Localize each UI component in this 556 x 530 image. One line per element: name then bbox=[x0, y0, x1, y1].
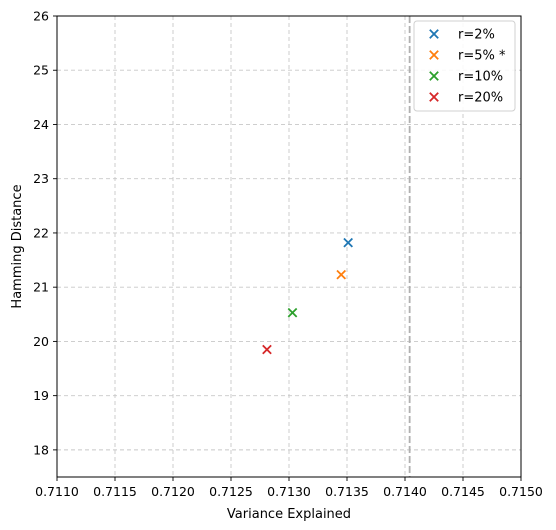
x-axis-ticks: 0.7110 0.7115 0.7120 0.7125 0.7130 0.7135 0.71… bbox=[35, 477, 543, 499]
legend-marker bbox=[429, 92, 439, 102]
data-point bbox=[336, 269, 347, 280]
x-tick-label: 0.7145 bbox=[441, 484, 485, 499]
legend-box bbox=[413, 20, 516, 112]
y-tick-label: 18 bbox=[33, 442, 49, 457]
legend-label: r=5% * bbox=[458, 49, 506, 64]
data-point bbox=[343, 237, 353, 248]
y-tick-label: 20 bbox=[33, 334, 49, 349]
data-points bbox=[262, 237, 353, 355]
y-tick-label: 25 bbox=[33, 63, 49, 78]
y-tick-label: 23 bbox=[33, 171, 49, 186]
data-point bbox=[287, 307, 298, 318]
legend: r=2% r=5% * r=10% r=20% bbox=[413, 20, 516, 112]
y-tick-label: 19 bbox=[33, 388, 49, 403]
legend-marker bbox=[429, 50, 439, 60]
x-axis-label: Variance Explained bbox=[227, 507, 351, 522]
y-tick-label: 21 bbox=[33, 280, 49, 295]
legend-marker bbox=[429, 29, 439, 39]
legend-label: r=20% bbox=[458, 91, 503, 106]
x-tick-label: 0.7140 bbox=[383, 484, 427, 499]
x-tick-label: 0.7130 bbox=[267, 484, 311, 499]
y-tick-label: 26 bbox=[33, 9, 49, 24]
y-tick-label: 22 bbox=[33, 225, 49, 240]
y-axis-label: Hamming Distance bbox=[10, 184, 25, 308]
data-point bbox=[262, 344, 272, 355]
y-tick-label: 24 bbox=[33, 117, 49, 132]
legend-label: r=10% bbox=[458, 70, 503, 85]
legend-marker bbox=[429, 71, 439, 81]
x-tick-label: 0.7135 bbox=[325, 484, 369, 499]
x-tick-label: 0.7120 bbox=[151, 484, 195, 499]
x-tick-label: 0.7110 bbox=[35, 484, 79, 499]
x-tick-label: 0.7115 bbox=[93, 484, 137, 499]
x-tick-label: 0.7125 bbox=[209, 484, 253, 499]
legend-label: r=2% bbox=[458, 28, 495, 43]
y-axis-ticks: 18 19 20 21 22 23 24 25 26 bbox=[33, 9, 57, 457]
x-tick-label: 0.7150 bbox=[499, 484, 543, 499]
